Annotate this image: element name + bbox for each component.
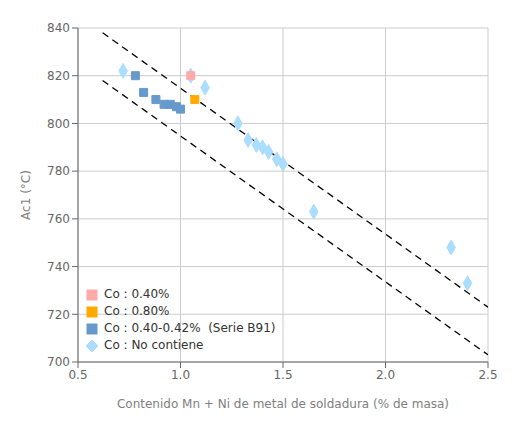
svg-text:720: 720 xyxy=(47,308,70,322)
svg-text:780: 780 xyxy=(47,164,70,178)
html-text:Co : No contiene: Co : No contiene xyxy=(104,338,204,352)
svg-text:740: 740 xyxy=(47,260,70,274)
svg-text:820: 820 xyxy=(47,69,70,83)
svg-text:700: 700 xyxy=(47,355,70,369)
svg-text:2.5: 2.5 xyxy=(478,368,497,382)
svg-text:800: 800 xyxy=(47,117,70,131)
svg-text:760: 760 xyxy=(47,212,70,226)
html-text:Co : 0.40-0.42% (Serie B91): Co : 0.40-0.42% (Serie B91) xyxy=(104,321,276,335)
svg-text:0.5: 0.5 xyxy=(68,368,87,382)
svg-text:2.0: 2.0 xyxy=(376,368,395,382)
svg-text:1.0: 1.0 xyxy=(171,368,190,382)
svg-text:1.5: 1.5 xyxy=(273,368,292,382)
svg-text:Ac1 (°C): Ac1 (°C) xyxy=(19,170,33,220)
html-text:Co : 0.40%: Co : 0.40% xyxy=(104,287,170,301)
svg-text:840: 840 xyxy=(47,21,70,35)
svg-text:Contenido Mn + Ni de metal de: Contenido Mn + Ni de metal de soldadura … xyxy=(117,397,449,411)
html-text:Co : 0.80%: Co : 0.80% xyxy=(104,304,170,318)
